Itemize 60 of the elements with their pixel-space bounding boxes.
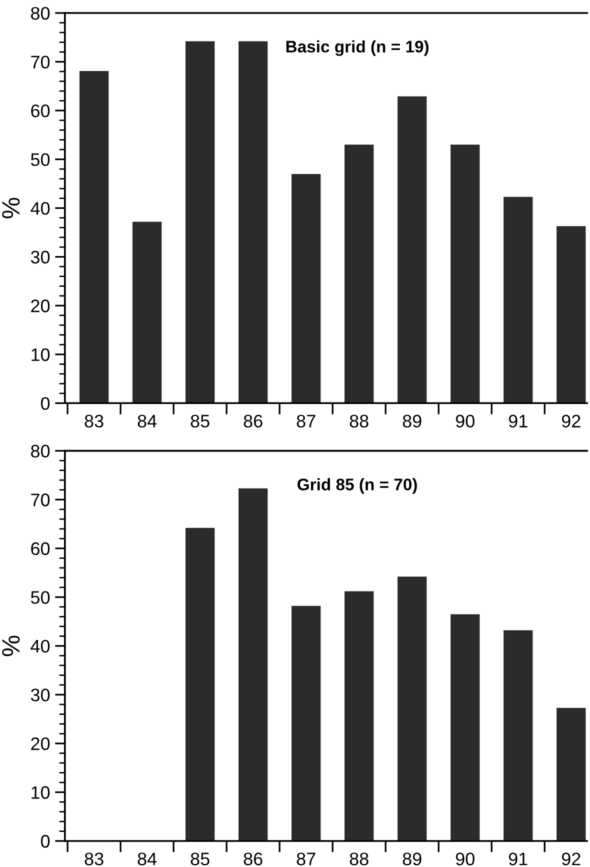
- bar: [450, 614, 480, 841]
- y-tick-label: 60: [31, 542, 50, 556]
- text: Grid 85 (n = 70): [298, 478, 417, 494]
- text: Basic grid (n = 19): [286, 40, 428, 56]
- bar: [450, 144, 480, 404]
- y-tick-label: 0: [40, 834, 50, 848]
- x-tick-label: 92: [562, 852, 580, 866]
- x-tick-label: 90: [456, 414, 474, 428]
- x-tick-label: 90: [456, 852, 474, 866]
- y-tick-label: 40: [30, 202, 50, 215]
- y-tick-label: 70: [31, 56, 50, 68]
- x-tick-label: 89: [402, 414, 422, 428]
- bar: [398, 96, 427, 404]
- y-tick-label: 60: [31, 104, 50, 118]
- x-tick-label: 84: [138, 852, 157, 866]
- bar: [238, 41, 268, 404]
- y-tick-label: 30: [30, 250, 50, 264]
- x-tick-label: 92: [562, 414, 580, 428]
- x-tick-label: 87: [296, 414, 316, 428]
- bar: [556, 226, 586, 404]
- y-tick-label: 80: [31, 444, 50, 458]
- y-tick-label: 70: [31, 494, 50, 506]
- x-tick-label: 87: [296, 852, 316, 866]
- bar: [292, 174, 321, 404]
- y-tick-label: 80: [31, 6, 50, 20]
- x-tick-label: 86: [244, 414, 262, 428]
- bar: [186, 528, 215, 841]
- y-tick-label: 10: [32, 348, 50, 362]
- bar: [132, 222, 162, 404]
- bar: [344, 591, 374, 841]
- x-tick-label: 91: [508, 414, 528, 428]
- y-tick-label: 50: [30, 591, 50, 604]
- x-tick-label: 88: [350, 852, 368, 866]
- bar: [186, 41, 215, 404]
- y-axis-title: %: [2, 636, 20, 656]
- bar: [504, 630, 533, 841]
- y-tick-label: 50: [30, 153, 50, 166]
- bar: [344, 144, 374, 404]
- x-tick-label: 88: [350, 414, 368, 428]
- y-tick-label: 40: [30, 640, 50, 653]
- x-tick-label: 85: [190, 414, 210, 428]
- bar: [556, 708, 586, 841]
- y-tick-label: 10: [32, 786, 50, 799]
- y-axis-title: %: [2, 198, 20, 218]
- bar: [79, 71, 109, 404]
- y-tick-label: 20: [31, 737, 50, 750]
- y-tick-label: 20: [31, 300, 50, 312]
- y-tick-label: 30: [30, 688, 50, 702]
- x-tick-label: 84: [138, 414, 157, 428]
- x-tick-label: 83: [84, 414, 104, 428]
- bar: [504, 196, 533, 404]
- bar: [238, 488, 268, 841]
- y-tick-label: 0: [40, 397, 50, 410]
- x-tick-label: 83: [84, 852, 104, 866]
- x-tick-label: 91: [508, 852, 528, 866]
- bar: [292, 606, 321, 841]
- x-tick-label: 86: [244, 852, 262, 866]
- x-tick-label: 89: [402, 852, 422, 866]
- bar: [398, 576, 427, 841]
- x-tick-label: 85: [190, 852, 210, 866]
